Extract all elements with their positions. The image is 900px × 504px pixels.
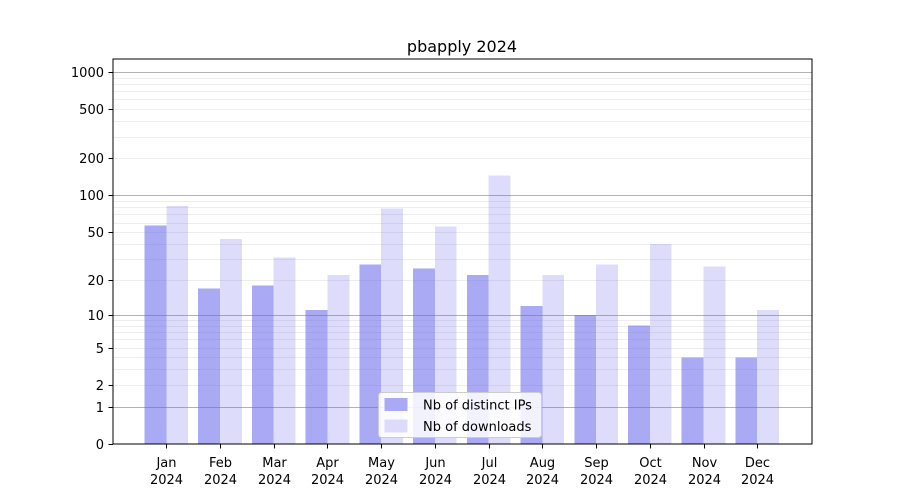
legend-box bbox=[378, 392, 542, 438]
bar-distinct-ips-dec bbox=[735, 357, 758, 444]
bar-distinct-ips-feb bbox=[198, 288, 220, 444]
bar-downloads-jun bbox=[434, 226, 457, 444]
y-tick-label: 10 bbox=[87, 309, 104, 324]
x-tick-label: Jun 2024 bbox=[419, 456, 452, 488]
y-tick-label: 2 bbox=[96, 379, 104, 394]
x-tick-label: Apr 2024 bbox=[311, 456, 344, 488]
bar-distinct-ips-jan bbox=[144, 225, 167, 444]
y-tick-label: 1 bbox=[96, 401, 104, 416]
axes: 0 1 2 5 10 20 50 100 200 500 1000 Jan 2024 Feb 2024 Mar… bbox=[71, 66, 774, 488]
bar-distinct-ips-apr bbox=[305, 310, 328, 444]
y-tick-label: 500 bbox=[79, 103, 104, 118]
bar-distinct-ips-may bbox=[359, 264, 382, 444]
y-tick-label: 0 bbox=[96, 438, 104, 453]
x-tick-label: Jan 2024 bbox=[150, 456, 183, 488]
x-tick-label: Sep 2024 bbox=[580, 456, 613, 488]
bar-downloads-jan bbox=[166, 206, 189, 444]
legend: Nb of distinct IPs Nb of downloads bbox=[378, 392, 542, 438]
x-tick-label: Jul 2024 bbox=[473, 456, 506, 488]
bar-downloads-oct bbox=[649, 244, 672, 444]
y-tick-label: 20 bbox=[87, 274, 104, 289]
x-tick-label: Mar 2024 bbox=[258, 456, 291, 488]
bar-downloads-dec bbox=[757, 310, 779, 444]
bar-distinct-ips-mar bbox=[251, 285, 274, 444]
x-tick-label: Dec 2024 bbox=[741, 456, 774, 488]
legend-label-downloads: Nb of downloads bbox=[423, 420, 532, 435]
bar-downloads-apr bbox=[327, 275, 350, 444]
bar-downloads-aug bbox=[542, 275, 565, 444]
chart-title: pbapply 2024 bbox=[407, 37, 517, 56]
x-tick-label: May 2024 bbox=[365, 456, 398, 488]
legend-swatch-distinct-ips bbox=[384, 398, 408, 411]
bar-downloads-jul bbox=[488, 175, 511, 445]
plot-border bbox=[112, 58, 813, 445]
x-tick-label: Feb 2024 bbox=[204, 456, 237, 488]
x-tick-label: Nov 2024 bbox=[688, 456, 721, 488]
bar-downloads-sep bbox=[596, 264, 618, 444]
legend-swatch-downloads bbox=[384, 419, 408, 433]
bar-downloads-may bbox=[381, 208, 403, 444]
bar-distinct-ips-oct bbox=[628, 325, 650, 444]
y-tick-label: 50 bbox=[87, 226, 104, 241]
x-tick-label: Oct 2024 bbox=[634, 456, 667, 488]
bar-distinct-ips-nov bbox=[681, 357, 704, 444]
legend-label-distinct-ips: Nb of distinct IPs bbox=[423, 399, 532, 414]
y-tick-label: 1000 bbox=[71, 66, 104, 81]
y-tick-label: 100 bbox=[79, 189, 104, 204]
bar-downloads-nov bbox=[703, 266, 726, 444]
bar-distinct-ips-sep bbox=[574, 314, 597, 444]
bar-downloads-mar bbox=[273, 257, 296, 444]
y-tick-label: 200 bbox=[79, 152, 104, 167]
bar-downloads-feb bbox=[220, 239, 242, 444]
x-tick-label: Aug 2024 bbox=[526, 456, 559, 488]
y-tick-label: 5 bbox=[96, 342, 104, 357]
